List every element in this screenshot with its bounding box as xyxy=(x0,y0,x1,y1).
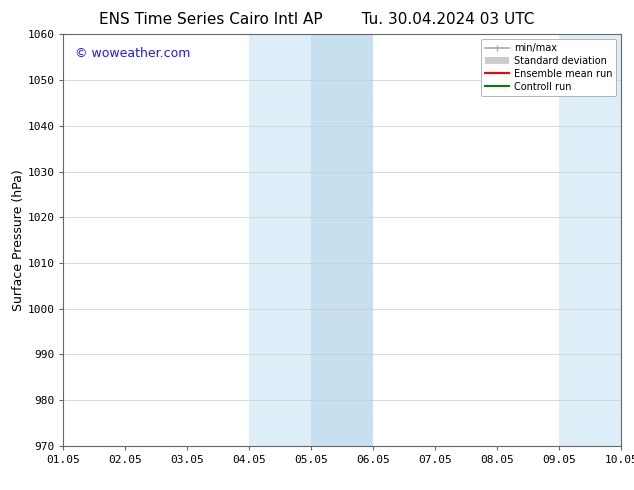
Text: © woweather.com: © woweather.com xyxy=(75,47,190,60)
Bar xyxy=(559,34,621,446)
Bar xyxy=(311,34,373,446)
Bar xyxy=(249,34,311,446)
Text: ENS Time Series Cairo Intl AP        Tu. 30.04.2024 03 UTC: ENS Time Series Cairo Intl AP Tu. 30.04.… xyxy=(100,12,534,27)
Y-axis label: Surface Pressure (hPa): Surface Pressure (hPa) xyxy=(11,169,25,311)
Legend: min/max, Standard deviation, Ensemble mean run, Controll run: min/max, Standard deviation, Ensemble me… xyxy=(481,39,616,96)
